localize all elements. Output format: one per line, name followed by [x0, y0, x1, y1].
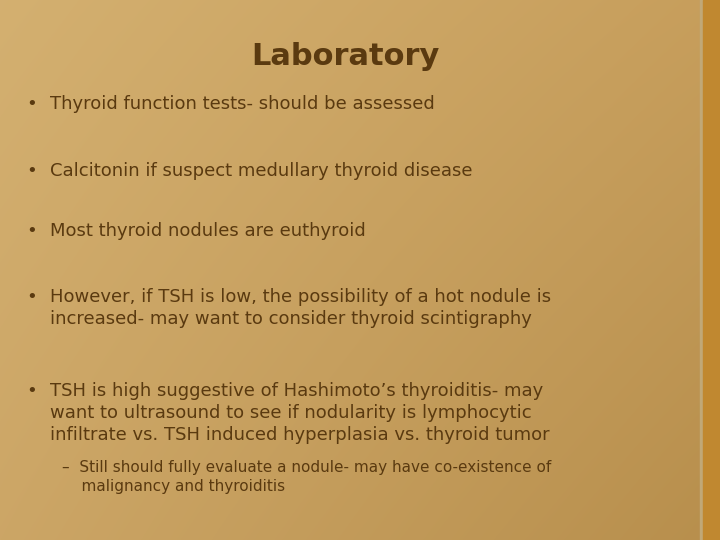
Text: However, if TSH is low, the possibility of a hot nodule is
increased- may want t: However, if TSH is low, the possibility …	[50, 288, 551, 328]
Text: Thyroid function tests- should be assessed: Thyroid function tests- should be assess…	[50, 95, 435, 113]
Text: Most thyroid nodules are euthyroid: Most thyroid nodules are euthyroid	[50, 222, 366, 240]
Text: •: •	[27, 382, 37, 400]
Text: Calcitonin if suspect medullary thyroid disease: Calcitonin if suspect medullary thyroid …	[50, 162, 472, 180]
Text: •: •	[27, 162, 37, 180]
Text: –  Still should fully evaluate a nodule- may have co-existence of
    malignancy: – Still should fully evaluate a nodule- …	[62, 460, 552, 494]
Text: •: •	[27, 222, 37, 240]
Text: •: •	[27, 95, 37, 113]
Text: Laboratory: Laboratory	[251, 42, 439, 71]
Text: •: •	[27, 288, 37, 306]
Text: TSH is high suggestive of Hashimoto’s thyroiditis- may
want to ultrasound to see: TSH is high suggestive of Hashimoto’s th…	[50, 382, 549, 444]
